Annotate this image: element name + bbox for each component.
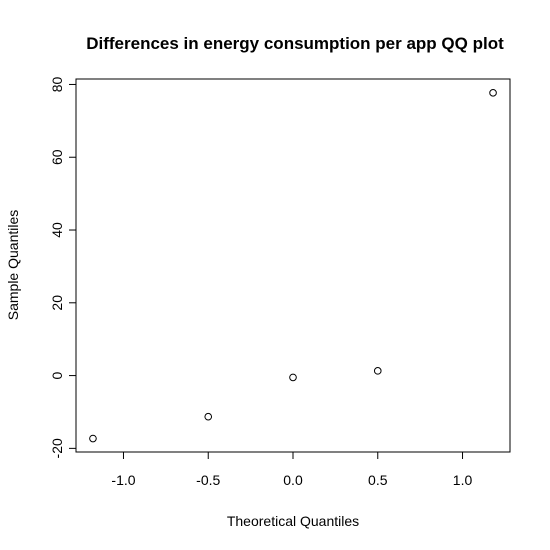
data-point [290,374,297,381]
y-tick-label: 40 [49,222,65,238]
plot-frame [76,79,510,452]
x-tick-label: 1.0 [453,472,473,488]
y-tick-label: 60 [49,149,65,165]
x-tick-label: -1.0 [111,472,135,488]
data-point [374,368,381,375]
x-axis: -1.0 -0.5 0.0 0.5 1.0 [111,452,472,488]
x-tick-label: 0.0 [283,472,303,488]
y-tick-label: 0 [49,371,65,379]
x-axis-label: Theoretical Quantiles [227,513,359,529]
data-point [90,435,97,442]
data-point [490,90,497,97]
y-tick-label: 80 [49,76,65,92]
y-axis-label: Sample Quantiles [5,210,21,321]
chart-title: Differences in energy consumption per ap… [86,34,504,53]
y-tick-label: 20 [49,295,65,311]
data-point [205,413,212,420]
y-axis: -20 0 20 40 60 80 [49,76,76,458]
x-tick-label: 0.5 [368,472,388,488]
y-tick-label: -20 [49,438,65,458]
x-tick-label: -0.5 [196,472,220,488]
data-points [90,90,497,442]
